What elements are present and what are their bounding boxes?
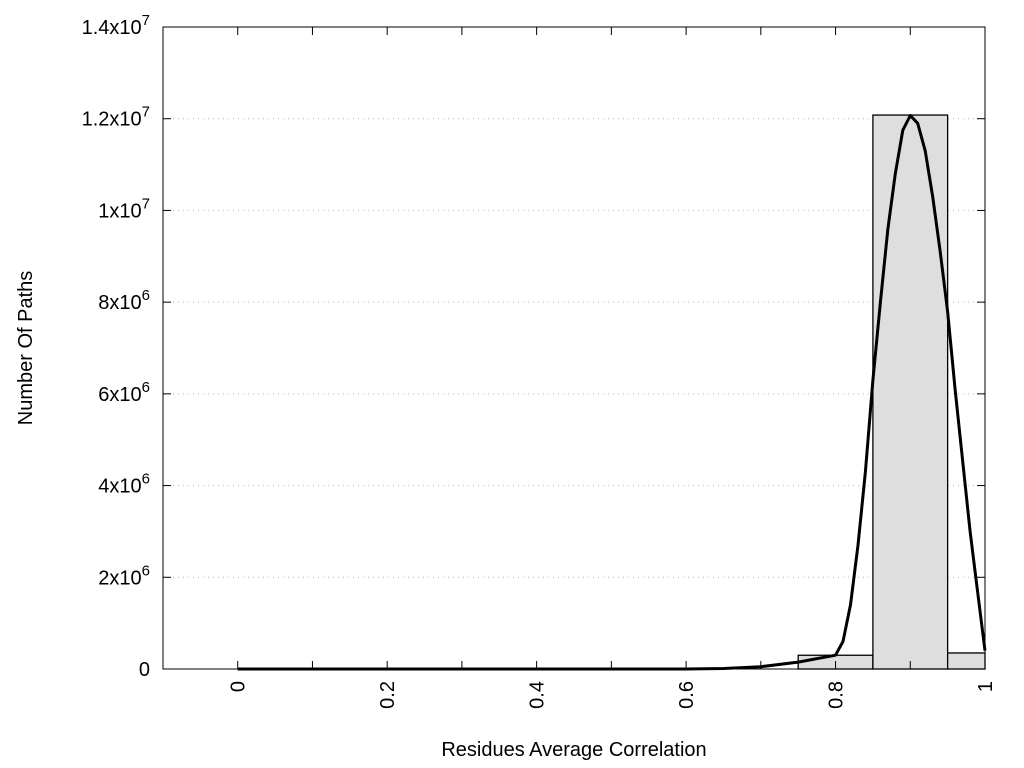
histogram-bar	[872, 114, 949, 670]
x-axis-title: Residues Average Correlation	[441, 739, 706, 761]
x-tick-label: 0	[228, 681, 250, 692]
gridlines	[163, 118, 985, 578]
y-tick-label: 4x106	[98, 471, 150, 498]
x-tick-label: 1	[975, 681, 997, 692]
x-tick-label: 0.8	[826, 681, 848, 709]
x-tick-label: 0.2	[377, 681, 399, 709]
y-tick-label: 0	[139, 659, 150, 681]
y-tick-label: 1.2x107	[82, 104, 150, 131]
y-tick-label: 1.4x107	[82, 12, 150, 39]
y-tick-label: 6x106	[98, 379, 150, 406]
x-tick-label: 0.6	[676, 681, 698, 709]
x-axis: 0 0.2 0.4 0.6 0.8 1	[228, 27, 997, 709]
y-axis: 0 2x106 4x106 6x106 8x106 1x107 1.2x107 1.4x107	[82, 12, 985, 681]
y-tick-label: 2x106	[98, 562, 150, 589]
histogram-bar	[946, 652, 986, 670]
y-axis-title: Number Of Paths	[15, 271, 37, 426]
plot-frame	[162, 26, 986, 670]
y-tick-label: 1x107	[98, 195, 150, 222]
x-tick-label: 0.4	[527, 681, 549, 709]
y-tick-label: 8x106	[98, 287, 150, 314]
